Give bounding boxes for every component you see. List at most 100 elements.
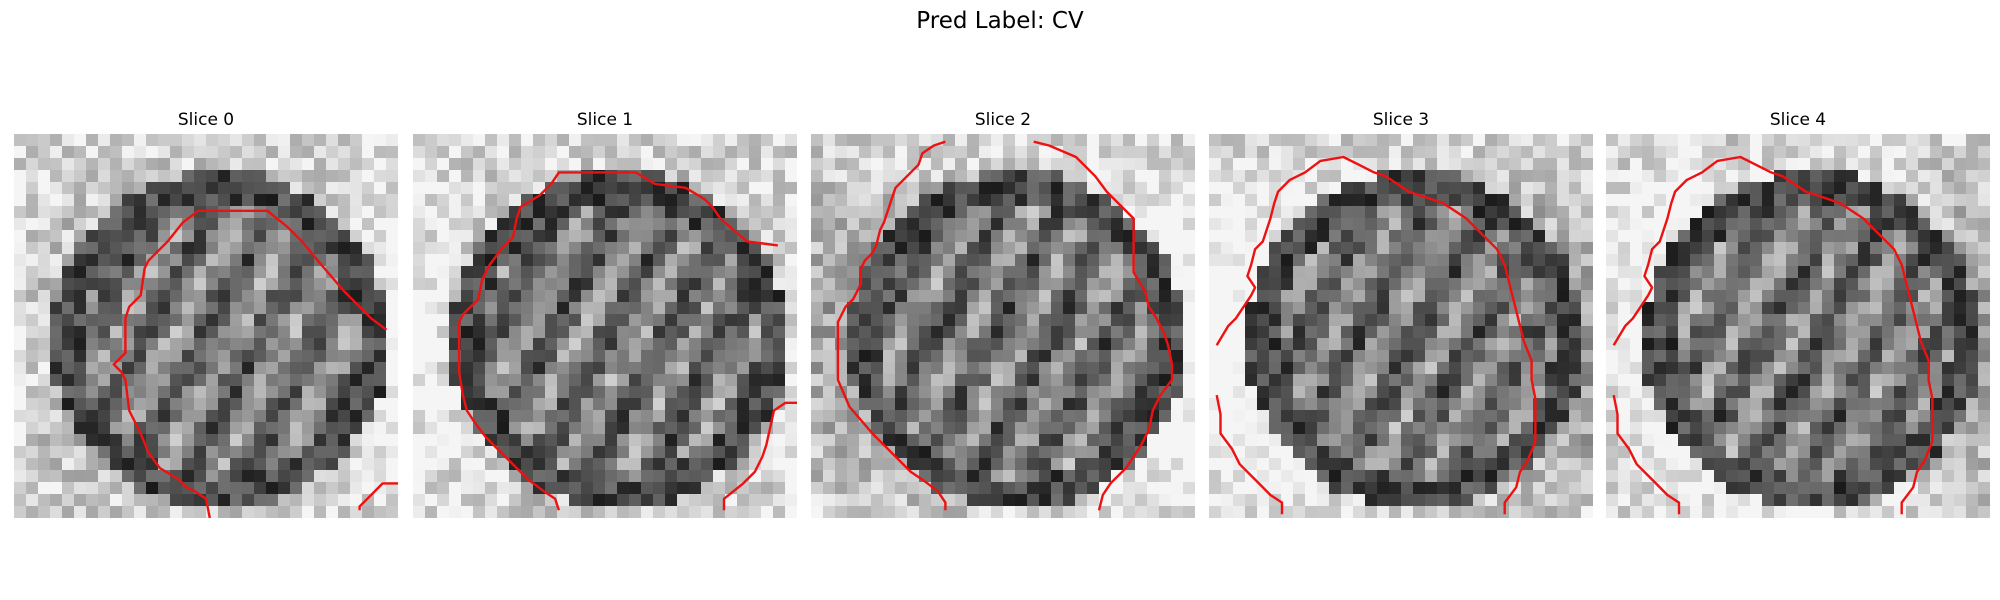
pixel bbox=[569, 230, 582, 243]
pixel bbox=[847, 302, 860, 315]
pixel bbox=[1569, 134, 1582, 147]
pixel bbox=[1413, 326, 1426, 339]
pixel bbox=[545, 254, 558, 267]
pixel bbox=[883, 434, 896, 447]
pixel bbox=[362, 134, 375, 147]
pixel bbox=[473, 482, 486, 495]
pixel bbox=[110, 494, 123, 507]
pixel bbox=[943, 206, 956, 219]
pixel bbox=[1449, 422, 1462, 435]
pixel bbox=[629, 182, 642, 195]
pixel bbox=[386, 386, 398, 399]
pixel bbox=[955, 302, 968, 315]
pixel bbox=[1341, 278, 1354, 291]
pixel bbox=[485, 350, 498, 363]
pixel bbox=[737, 242, 750, 255]
pixel bbox=[1882, 386, 1895, 399]
pixel bbox=[1630, 338, 1643, 351]
pixel bbox=[1966, 206, 1979, 219]
pixel bbox=[1039, 446, 1052, 459]
pixel bbox=[737, 254, 750, 267]
pixel bbox=[1798, 290, 1811, 303]
pixel bbox=[1966, 350, 1979, 363]
pixel bbox=[1171, 338, 1184, 351]
pixel bbox=[581, 470, 594, 483]
pixel bbox=[497, 374, 510, 387]
pixel bbox=[1942, 398, 1955, 411]
pixel bbox=[847, 158, 860, 171]
pixel bbox=[509, 506, 522, 518]
pixel bbox=[1798, 218, 1811, 231]
pixel bbox=[62, 194, 75, 207]
pixel bbox=[581, 146, 594, 159]
pixel bbox=[823, 338, 836, 351]
pixel bbox=[326, 230, 339, 243]
pixel bbox=[1870, 242, 1883, 255]
pixel bbox=[1654, 158, 1667, 171]
pixel bbox=[569, 434, 582, 447]
pixel bbox=[1183, 206, 1195, 219]
pixel bbox=[1822, 266, 1835, 279]
pixel bbox=[749, 482, 762, 495]
pixel bbox=[374, 446, 387, 459]
pixel bbox=[1039, 290, 1052, 303]
pixel bbox=[386, 146, 398, 159]
pixel bbox=[1233, 290, 1246, 303]
pixel bbox=[665, 422, 678, 435]
pixel bbox=[266, 278, 279, 291]
pixel bbox=[1087, 158, 1100, 171]
pixel bbox=[1401, 242, 1414, 255]
pixel bbox=[653, 338, 666, 351]
pixel bbox=[1654, 254, 1667, 267]
pixel bbox=[1245, 458, 1258, 471]
pixel bbox=[242, 362, 255, 375]
pixel bbox=[1245, 362, 1258, 375]
pixel bbox=[521, 134, 534, 147]
pixel bbox=[1281, 338, 1294, 351]
pixel bbox=[1666, 446, 1679, 459]
pixel bbox=[1377, 362, 1390, 375]
pixel bbox=[194, 470, 207, 483]
pixel bbox=[50, 266, 63, 279]
slice-image-3 bbox=[1209, 134, 1593, 518]
pixel bbox=[581, 314, 594, 327]
pixel bbox=[338, 266, 351, 279]
pixel bbox=[1786, 434, 1799, 447]
pixel bbox=[1221, 386, 1234, 399]
pixel bbox=[194, 242, 207, 255]
pixel bbox=[98, 470, 111, 483]
pixel bbox=[473, 242, 486, 255]
pixel bbox=[557, 146, 570, 159]
pixel bbox=[943, 398, 956, 411]
pixel bbox=[653, 386, 666, 399]
pixel bbox=[350, 194, 363, 207]
pixel bbox=[1786, 302, 1799, 315]
pixel bbox=[1630, 266, 1643, 279]
pixel bbox=[509, 386, 522, 399]
pixel bbox=[1147, 146, 1160, 159]
pixel bbox=[1075, 410, 1088, 423]
pixel bbox=[1293, 314, 1306, 327]
pixel bbox=[1473, 254, 1486, 267]
pixel bbox=[290, 254, 303, 267]
pixel bbox=[1606, 350, 1619, 363]
pixel bbox=[895, 182, 908, 195]
pixel bbox=[50, 230, 63, 243]
pixel bbox=[1305, 506, 1318, 518]
pixel bbox=[521, 374, 534, 387]
pixel bbox=[86, 170, 99, 183]
pixel bbox=[1437, 350, 1450, 363]
pixel bbox=[931, 170, 944, 183]
pixel bbox=[749, 434, 762, 447]
pixel bbox=[1666, 338, 1679, 351]
pixel bbox=[1159, 410, 1172, 423]
pixel bbox=[1846, 398, 1859, 411]
pixel bbox=[1437, 182, 1450, 195]
pixel bbox=[847, 134, 860, 147]
pixel bbox=[557, 278, 570, 291]
pixel bbox=[338, 470, 351, 483]
pixel bbox=[1147, 494, 1160, 507]
pixel bbox=[1738, 134, 1751, 147]
pixel bbox=[907, 470, 920, 483]
pixel bbox=[713, 194, 726, 207]
